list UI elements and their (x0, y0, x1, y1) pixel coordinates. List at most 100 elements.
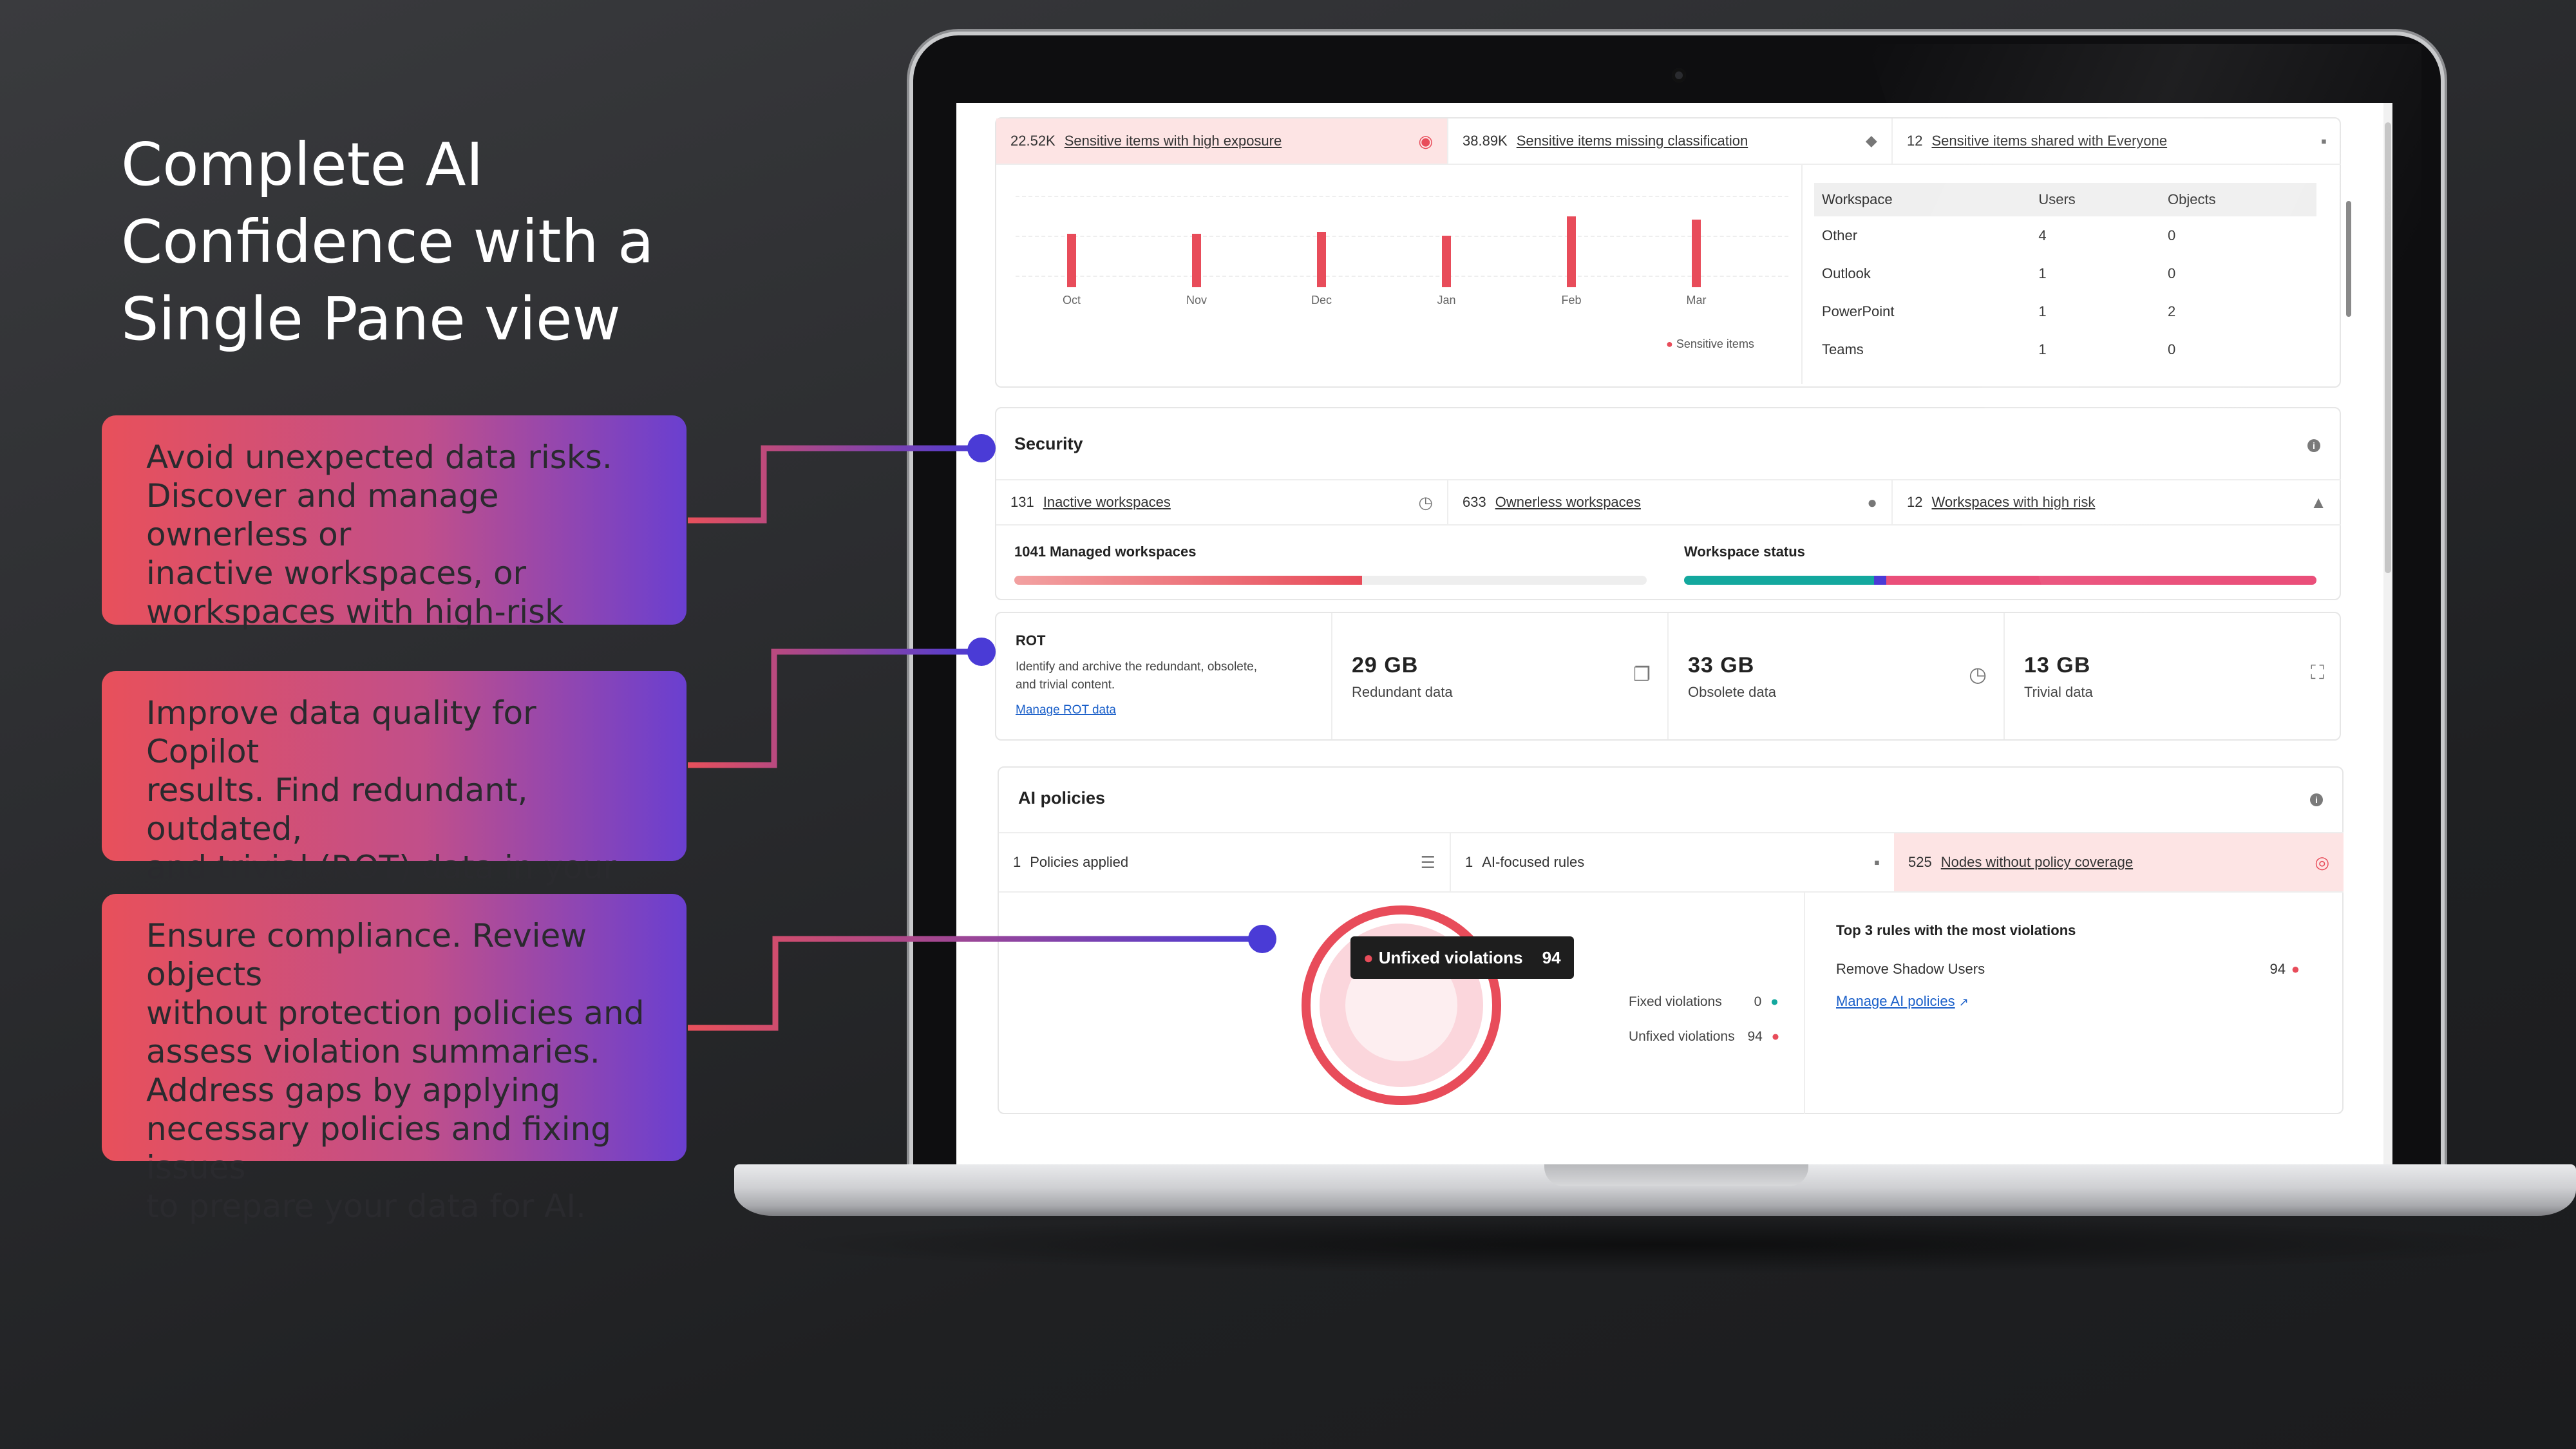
dashboard-screen: 22.52K Sensitive items with high exposur… (956, 103, 2392, 1164)
tile-count: 131 (1010, 494, 1034, 510)
divider (996, 524, 2341, 526)
tile-ownerless-workspaces[interactable]: 633 Ownerless workspaces ● (1447, 480, 1891, 524)
tile-label: Policies applied (1030, 854, 1129, 870)
x-tick-label: Dec (1311, 294, 1332, 307)
scrollbar[interactable] (2383, 103, 2392, 1164)
stack-icon: ☰ (1420, 852, 1435, 872)
table-row: Teams 1 0 (1814, 330, 2316, 368)
tile-label: AI-focused rules (1482, 854, 1585, 870)
laptop-shadow (760, 1216, 2563, 1274)
rot-label: Trivial data (2024, 684, 2093, 700)
callout-line: results. Find redundant, outdated, (146, 772, 528, 848)
target-icon: ◎ (2315, 852, 2329, 872)
legend-unfixed: Unfixed violations 94 ● (1629, 1029, 1779, 1045)
rot-tile-obsolete[interactable]: 33 GB Obsolete data ◷ (1667, 613, 2003, 739)
column-header: Objects (2160, 183, 2316, 216)
headline-line: Single Pane view (121, 285, 621, 354)
tile-link[interactable]: Workspaces with high risk (1931, 494, 2096, 510)
legend-value: 0 (1754, 994, 1762, 1009)
cell-users: 4 (2038, 227, 2047, 243)
tile-link[interactable]: Ownerless workspaces (1495, 494, 1641, 510)
tile-nodes-without-coverage[interactable]: 525 Nodes without policy coverage ◎ (1894, 833, 2344, 891)
tile-high-risk-workspaces[interactable]: 12 Workspaces with high risk ▲ (1891, 480, 2341, 524)
legend-label: Fixed violations (1629, 994, 1722, 1009)
tile-count: 12 (1907, 133, 1923, 149)
gridline (1016, 276, 1788, 277)
callout-line: and trivial (ROT) data in your (146, 849, 616, 886)
warning-icon: ▲ (2310, 492, 2327, 512)
managed-workspaces-bar (1014, 576, 1647, 585)
table-header-row: Workspace Users Objects (1814, 183, 2316, 216)
table-row: PowerPoint 1 2 (1814, 292, 2316, 330)
tile-count: 22.52K (1010, 133, 1056, 149)
column-header: Workspace (1814, 183, 2031, 216)
chart-bar[interactable] (1317, 232, 1326, 287)
section-title: AI policies (1018, 788, 1106, 808)
cell-users: 1 (2038, 303, 2047, 319)
tile-inactive-workspaces[interactable]: 131 Inactive workspaces ◷ (996, 480, 1447, 524)
tile-missing-classification[interactable]: 38.89K Sensitive items missing classific… (1447, 118, 1891, 164)
manage-rot-link[interactable]: Manage ROT data (1016, 703, 1116, 717)
callout-line: to prepare your data for AI. (146, 1188, 586, 1225)
headline-line: Confidence with a (121, 207, 654, 276)
workspace-table: Workspace Users Objects Other 4 0 Outloo… (1814, 183, 2316, 368)
callout-line: necessary policies and fixing issues (146, 1110, 612, 1186)
legend-dot-icon: ● (1666, 337, 1673, 350)
external-link-icon: ↗ (1958, 996, 1969, 1009)
tag-icon: ⬥ (1865, 131, 1877, 150)
callout-line: workspaces with high-risk (146, 593, 564, 630)
info-icon[interactable]: i (2307, 439, 2320, 452)
tile-link[interactable]: Inactive workspaces (1043, 494, 1171, 510)
headline-line: Complete AI (121, 130, 484, 199)
tile-link[interactable]: Nodes without policy coverage (1940, 854, 2134, 870)
callout-line: without protection policies and (146, 994, 645, 1032)
status-segment-risk (1886, 576, 2316, 585)
chart-bar[interactable] (1692, 220, 1701, 287)
tile-count: 633 (1463, 494, 1486, 510)
legend-fixed: Fixed violations 0 ● (1629, 994, 1779, 1010)
callout-line: assess violation summaries. (146, 1033, 600, 1070)
chart-bar[interactable] (1067, 234, 1076, 287)
tile-policies-applied[interactable]: 1 Policies applied ☰ (999, 833, 1450, 891)
rot-tile-redundant[interactable]: 29 GB Redundant data ❐ (1331, 613, 1667, 739)
info-icon[interactable]: i (2310, 793, 2323, 806)
divider (999, 832, 2344, 833)
cell-workspace: Outlook (1822, 265, 1871, 281)
manage-ai-policies[interactable]: Manage AI policies ↗ (1836, 993, 1969, 1010)
section-title: Security (1014, 434, 1083, 453)
tile-link[interactable]: Sensitive items with high exposure (1064, 133, 1282, 149)
cell-workspace: PowerPoint (1822, 303, 1895, 319)
tooltip-label: Unfixed violations (1378, 947, 1523, 967)
tile-link[interactable]: Sensitive items missing classification (1516, 133, 1748, 149)
cell-workspace: Other (1822, 227, 1858, 243)
top-rules-title: Top 3 rules with the most violations (1836, 922, 2076, 938)
tile-shared-everyone[interactable]: 12 Sensitive items shared with Everyone … (1891, 118, 2341, 164)
rot-tile-trivial[interactable]: 13 GB Trivial data ⛶ (2003, 613, 2341, 739)
tile-ai-focused-rules[interactable]: 1 AI-focused rules ▪ (1450, 833, 1894, 891)
person-icon: ● (1867, 492, 1877, 512)
table-scrollbar[interactable] (2346, 201, 2351, 317)
scrollbar-thumb[interactable] (2385, 122, 2391, 573)
cell-objects: 0 (2168, 341, 2176, 357)
sensitive-items-card: 22.52K Sensitive items with high exposur… (995, 117, 2351, 388)
violations-donut[interactable] (1302, 905, 1501, 1105)
tile-count: 12 (1907, 494, 1923, 510)
chart-bar[interactable] (1192, 234, 1201, 287)
chart-bar[interactable] (1567, 216, 1576, 287)
tile-high-exposure[interactable]: 22.52K Sensitive items with high exposur… (996, 118, 1447, 164)
x-tick-label: Oct (1062, 294, 1081, 307)
top-rule-row[interactable]: Remove Shadow Users 94 ● (1836, 961, 2300, 978)
tile-link[interactable]: Sensitive items shared with Everyone (1931, 133, 2168, 149)
chart-bar[interactable] (1442, 236, 1451, 287)
callout-compliance: Ensure compliance. Review objects withou… (102, 894, 687, 1225)
managed-workspaces-label: 1041 Managed workspaces (1014, 544, 1197, 560)
tile-count: 1 (1465, 854, 1473, 870)
callout-line: Address gaps by applying (146, 1072, 561, 1109)
gridline (1016, 236, 1788, 237)
callout-line: Improve data quality for Copilot (146, 694, 536, 770)
manage-ai-policies-link[interactable]: Manage AI policies (1836, 993, 1955, 1009)
violations-tooltip: ● Unfixed violations 94 (1350, 936, 1574, 979)
x-tick-label: Jan (1437, 294, 1456, 307)
cell-users: 1 (2038, 341, 2047, 357)
rot-label: Obsolete data (1688, 684, 1776, 700)
